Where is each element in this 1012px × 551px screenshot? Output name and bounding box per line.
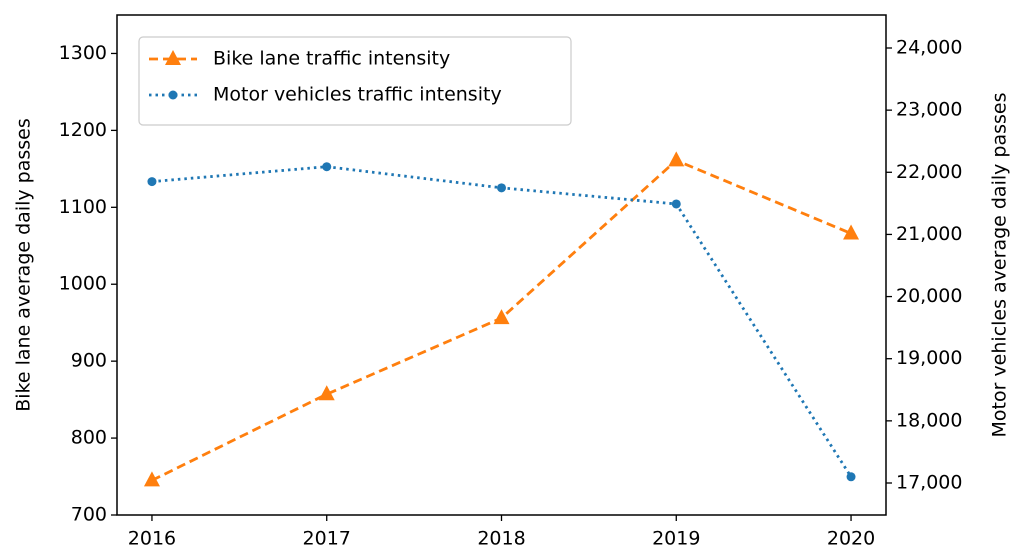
legend-box <box>138 36 572 126</box>
legend-label: Bike lane traffic intensity <box>213 48 450 70</box>
y-tick-label: 700 <box>71 504 107 526</box>
y-tick-label: 1100 <box>59 196 107 218</box>
data-point <box>497 183 506 193</box>
x-tick-label: 2016 <box>128 528 176 550</box>
y-tick-label: 1000 <box>59 273 107 295</box>
legend-marker <box>165 50 181 65</box>
x-tick-label: 2020 <box>827 528 875 550</box>
y-axis-label: Bike lane average daily passes <box>13 118 35 412</box>
data-point <box>493 309 510 325</box>
y-tick-label: 900 <box>71 350 107 372</box>
legend-label: Motor vehicles traffic intensity <box>213 84 502 106</box>
y2-tick-label: 21,000 <box>896 223 962 245</box>
y-tick-label: 1200 <box>59 119 107 141</box>
y2-tick-label: 20,000 <box>896 285 962 307</box>
data-point <box>843 224 860 240</box>
y2-tick-label: 22,000 <box>896 161 962 183</box>
data-point <box>668 151 685 167</box>
y-tick-label: 800 <box>71 427 107 449</box>
data-point <box>318 385 335 401</box>
y2-axis-label: Motor vehicles average daily passes <box>989 92 1011 437</box>
data-point <box>846 472 856 482</box>
legend-marker <box>168 90 178 100</box>
plot-frame <box>116 14 887 516</box>
x-tick-label: 2018 <box>477 528 525 550</box>
data-point <box>671 199 681 209</box>
y2-tick-label: 17,000 <box>896 471 962 493</box>
y2-tick-label: 19,000 <box>896 347 962 369</box>
data-point <box>143 471 160 487</box>
data-point <box>322 162 332 172</box>
y2-tick-label: 23,000 <box>896 99 962 121</box>
x-tick-label: 2019 <box>652 528 700 550</box>
x-tick-label: 2017 <box>303 528 351 550</box>
y2-tick-label: 24,000 <box>896 36 962 58</box>
y2-tick-label: 18,000 <box>896 409 962 431</box>
data-point <box>147 177 157 187</box>
y-tick-label: 1300 <box>59 42 107 64</box>
